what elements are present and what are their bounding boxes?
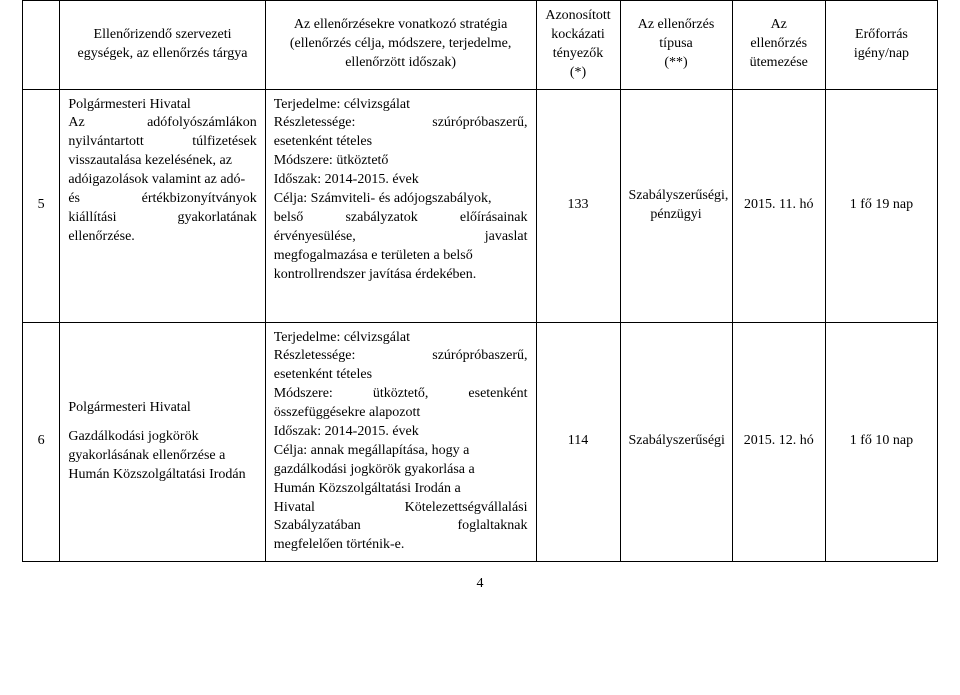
cell-text: Hivatal Kötelezettségvállalási — [274, 499, 528, 518]
col-header-strategy: Az ellenőrzésekre vonatkozó stratégia (e… — [265, 1, 536, 90]
cell-text: Célja: Számviteli- és adójogszabályok, — [274, 190, 528, 209]
cell-text: Gazdálkodási jogkörök — [68, 428, 256, 447]
word: foglaltaknak — [458, 518, 528, 533]
cell-strategy: Terjedelme: célvizsgálat Részletessége: … — [265, 322, 536, 562]
header-text: Erőforrás — [834, 26, 929, 45]
header-text: Az — [741, 16, 817, 35]
cell-unit: Polgármesteri Hivatal Gazdálkodási jogkö… — [60, 322, 265, 562]
cell-text: Terjedelme: célvizsgálat — [274, 329, 528, 348]
col-header-type: Az ellenőrzés típusa (**) — [620, 1, 732, 90]
header-text: ellenőrzés — [741, 35, 817, 54]
word: javaslat — [485, 229, 528, 244]
cell-text: kontrollrendszer javítása érdekében. — [274, 266, 528, 285]
cell-text: Célja: annak megállapítása, hogy a — [274, 442, 528, 461]
cell-schedule: 2015. 12. hó — [732, 322, 825, 562]
cell-text: megfogalmazása e területen a belső — [274, 247, 528, 266]
spacer — [68, 418, 256, 428]
word: szúrópróbaszerű, — [432, 115, 527, 130]
audit-plan-table: Ellenőrizendő szervezeti egységek, az el… — [22, 0, 938, 562]
cell-text: Részletessége: szúrópróbaszerű, — [274, 114, 528, 133]
word: kiállítási — [68, 210, 116, 225]
cell-text: gyakorlásának ellenőrzése a — [68, 447, 256, 466]
cell-text: Időszak: 2014-2015. évek — [274, 171, 528, 190]
col-header-resource: Erőforrás igény/nap — [825, 1, 937, 90]
cell-type: Szabályszerűségi, pénzügyi — [620, 89, 732, 322]
header-text: Az ellenőrzés — [629, 16, 724, 35]
cell-text: megfelelően történik-e. — [274, 536, 528, 555]
cell-text: Részletessége: szúrópróbaszerű, — [274, 347, 528, 366]
page-container: Ellenőrizendő szervezeti egységek, az el… — [0, 0, 960, 616]
cell-schedule: 2015. 11. hó — [732, 89, 825, 322]
cell-text: Polgármesteri Hivatal — [68, 399, 256, 418]
cell-type: Szabályszerűségi — [620, 322, 732, 562]
word: Hivatal — [274, 500, 315, 515]
word: Kötelezettségvállalási — [405, 500, 528, 515]
word: esetenként — [468, 386, 527, 401]
cell-text: gazdálkodási jogkörök gyakorlása a — [274, 461, 528, 480]
col-header-risk-factors: Azonosított kockázati tényezők (*) — [536, 1, 620, 90]
table-row: 6 Polgármesteri Hivatal Gazdálkodási jog… — [23, 322, 938, 562]
col-header-number — [23, 1, 60, 90]
cell-text: Humán Közszolgáltatási Irodán — [68, 466, 256, 485]
header-text: Azonosított — [545, 7, 612, 26]
word: Részletessége: — [274, 348, 356, 363]
cell-strategy: Terjedelme: célvizsgálat Részletessége: … — [265, 89, 536, 322]
word: szabályzatok — [345, 210, 417, 225]
col-header-unit: Ellenőrizendő szervezeti egységek, az el… — [60, 1, 265, 90]
word: túlfizetések — [192, 134, 257, 149]
cell-text: adóigazolások valamint az adó- — [68, 171, 256, 190]
cell-text: Módszere: ütköztető, esetenként — [274, 385, 528, 404]
cell-text: esetenként tételes — [274, 366, 528, 385]
word: Módszere: — [274, 386, 333, 401]
word: ütköztető, — [373, 386, 429, 401]
cell-text: Humán Közszolgáltatási Irodán a — [274, 480, 528, 499]
cell-resource: 1 fő 19 nap — [825, 89, 937, 322]
header-text: kockázati — [545, 26, 612, 45]
word: nyilvántartott — [68, 134, 143, 149]
cell-text: érvényesülése, javaslat — [274, 228, 528, 247]
header-text: (*) — [545, 64, 612, 83]
page-number: 4 — [22, 576, 938, 592]
header-text: típusa — [629, 35, 724, 54]
header-text: tényezők — [545, 45, 612, 64]
cell-risk-factor: 133 — [536, 89, 620, 322]
table-header-row: Ellenőrizendő szervezeti egységek, az el… — [23, 1, 938, 90]
cell-text: esetenként tételes — [274, 133, 528, 152]
cell-text: visszautalása kezelésének, az — [68, 152, 256, 171]
cell-risk-factor: 114 — [536, 322, 620, 562]
cell-text: Polgármesteri Hivatal — [68, 96, 256, 115]
cell-resource: 1 fő 10 nap — [825, 322, 937, 562]
cell-text: összefüggésekre alapozott — [274, 404, 528, 423]
word: és — [68, 191, 80, 206]
cell-text: Szabályzatában foglaltaknak — [274, 517, 528, 536]
row-number: 5 — [23, 89, 60, 322]
cell-text: Módszere: ütköztető — [274, 152, 528, 171]
word: előírásainak — [460, 210, 528, 225]
table-row: 5 Polgármesteri Hivatal Az adófolyószáml… — [23, 89, 938, 322]
cell-text: kiállítási gyakorlatának — [68, 209, 256, 228]
word: értékbizonyítványok — [142, 191, 257, 206]
row-number: 6 — [23, 322, 60, 562]
word: gyakorlatának — [177, 210, 256, 225]
cell-text: Időszak: 2014-2015. évek — [274, 423, 528, 442]
cell-text: és értékbizonyítványok — [68, 190, 256, 209]
word: Szabályzatában — [274, 518, 361, 533]
word: adófolyószámlákon — [147, 115, 257, 130]
col-header-schedule: Az ellenőrzés ütemezése — [732, 1, 825, 90]
cell-text: ellenőrzése. — [68, 228, 256, 247]
word: belső — [274, 210, 304, 225]
cell-unit: Polgármesteri Hivatal Az adófolyószámlák… — [60, 89, 265, 322]
header-text: ütemezése — [741, 54, 817, 73]
word: Az — [68, 115, 84, 130]
cell-text: Az adófolyószámlákon — [68, 114, 256, 133]
word: szúrópróbaszerű, — [432, 348, 527, 363]
word: Részletessége: — [274, 115, 356, 130]
cell-text: Terjedelme: célvizsgálat — [274, 96, 528, 115]
header-text: igény/nap — [834, 45, 929, 64]
header-text: (**) — [629, 54, 724, 73]
cell-text: belső szabályzatok előírásainak — [274, 209, 528, 228]
cell-text: nyilvántartott túlfizetések — [68, 133, 256, 152]
word: érvényesülése, — [274, 229, 356, 244]
